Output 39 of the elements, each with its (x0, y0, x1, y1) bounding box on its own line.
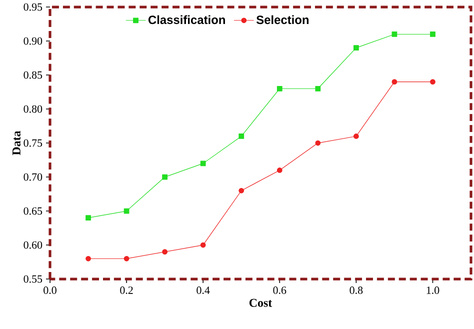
point (315, 140, 321, 146)
point (124, 256, 130, 262)
x-tick-label: 0.2 (120, 286, 133, 294)
point (392, 32, 398, 37)
point (276, 86, 282, 92)
x-tick-label: 0.6 (273, 286, 286, 294)
y-tick-label: 0.70 (24, 173, 42, 181)
x-tick-label: 0.8 (350, 286, 363, 294)
y-tick-label: 0.85 (24, 71, 42, 79)
point (276, 168, 282, 173)
point (124, 208, 130, 214)
point (392, 79, 398, 85)
y-tick-label: 0.95 (24, 3, 42, 11)
y-tick-label: 0.90 (24, 37, 42, 45)
point (430, 79, 436, 85)
x-tick-label: 0.4 (196, 286, 210, 294)
x-tick-label: 0.0 (44, 286, 56, 294)
point (238, 188, 244, 194)
point (200, 160, 206, 166)
point (86, 256, 91, 262)
y-tick-label: 0.80 (24, 105, 42, 113)
point (162, 174, 168, 180)
x-axis-title: Cost (249, 298, 272, 307)
x-tick-label: 1.0 (426, 286, 440, 294)
point (315, 86, 321, 92)
point (86, 215, 91, 221)
legend-label: Selection (256, 15, 309, 24)
y-tick-label: 0.55 (24, 275, 42, 283)
y-axis-title: Data (12, 130, 20, 156)
point (353, 134, 359, 139)
point (238, 134, 244, 139)
y-tick-label: 0.65 (24, 207, 42, 215)
y-tick-label: 0.75 (24, 139, 42, 147)
point (353, 45, 359, 51)
point (200, 242, 206, 248)
point (162, 249, 168, 255)
y-tick-label: 0.60 (24, 241, 42, 249)
point (430, 32, 436, 37)
legend-label: Classification (148, 15, 225, 24)
